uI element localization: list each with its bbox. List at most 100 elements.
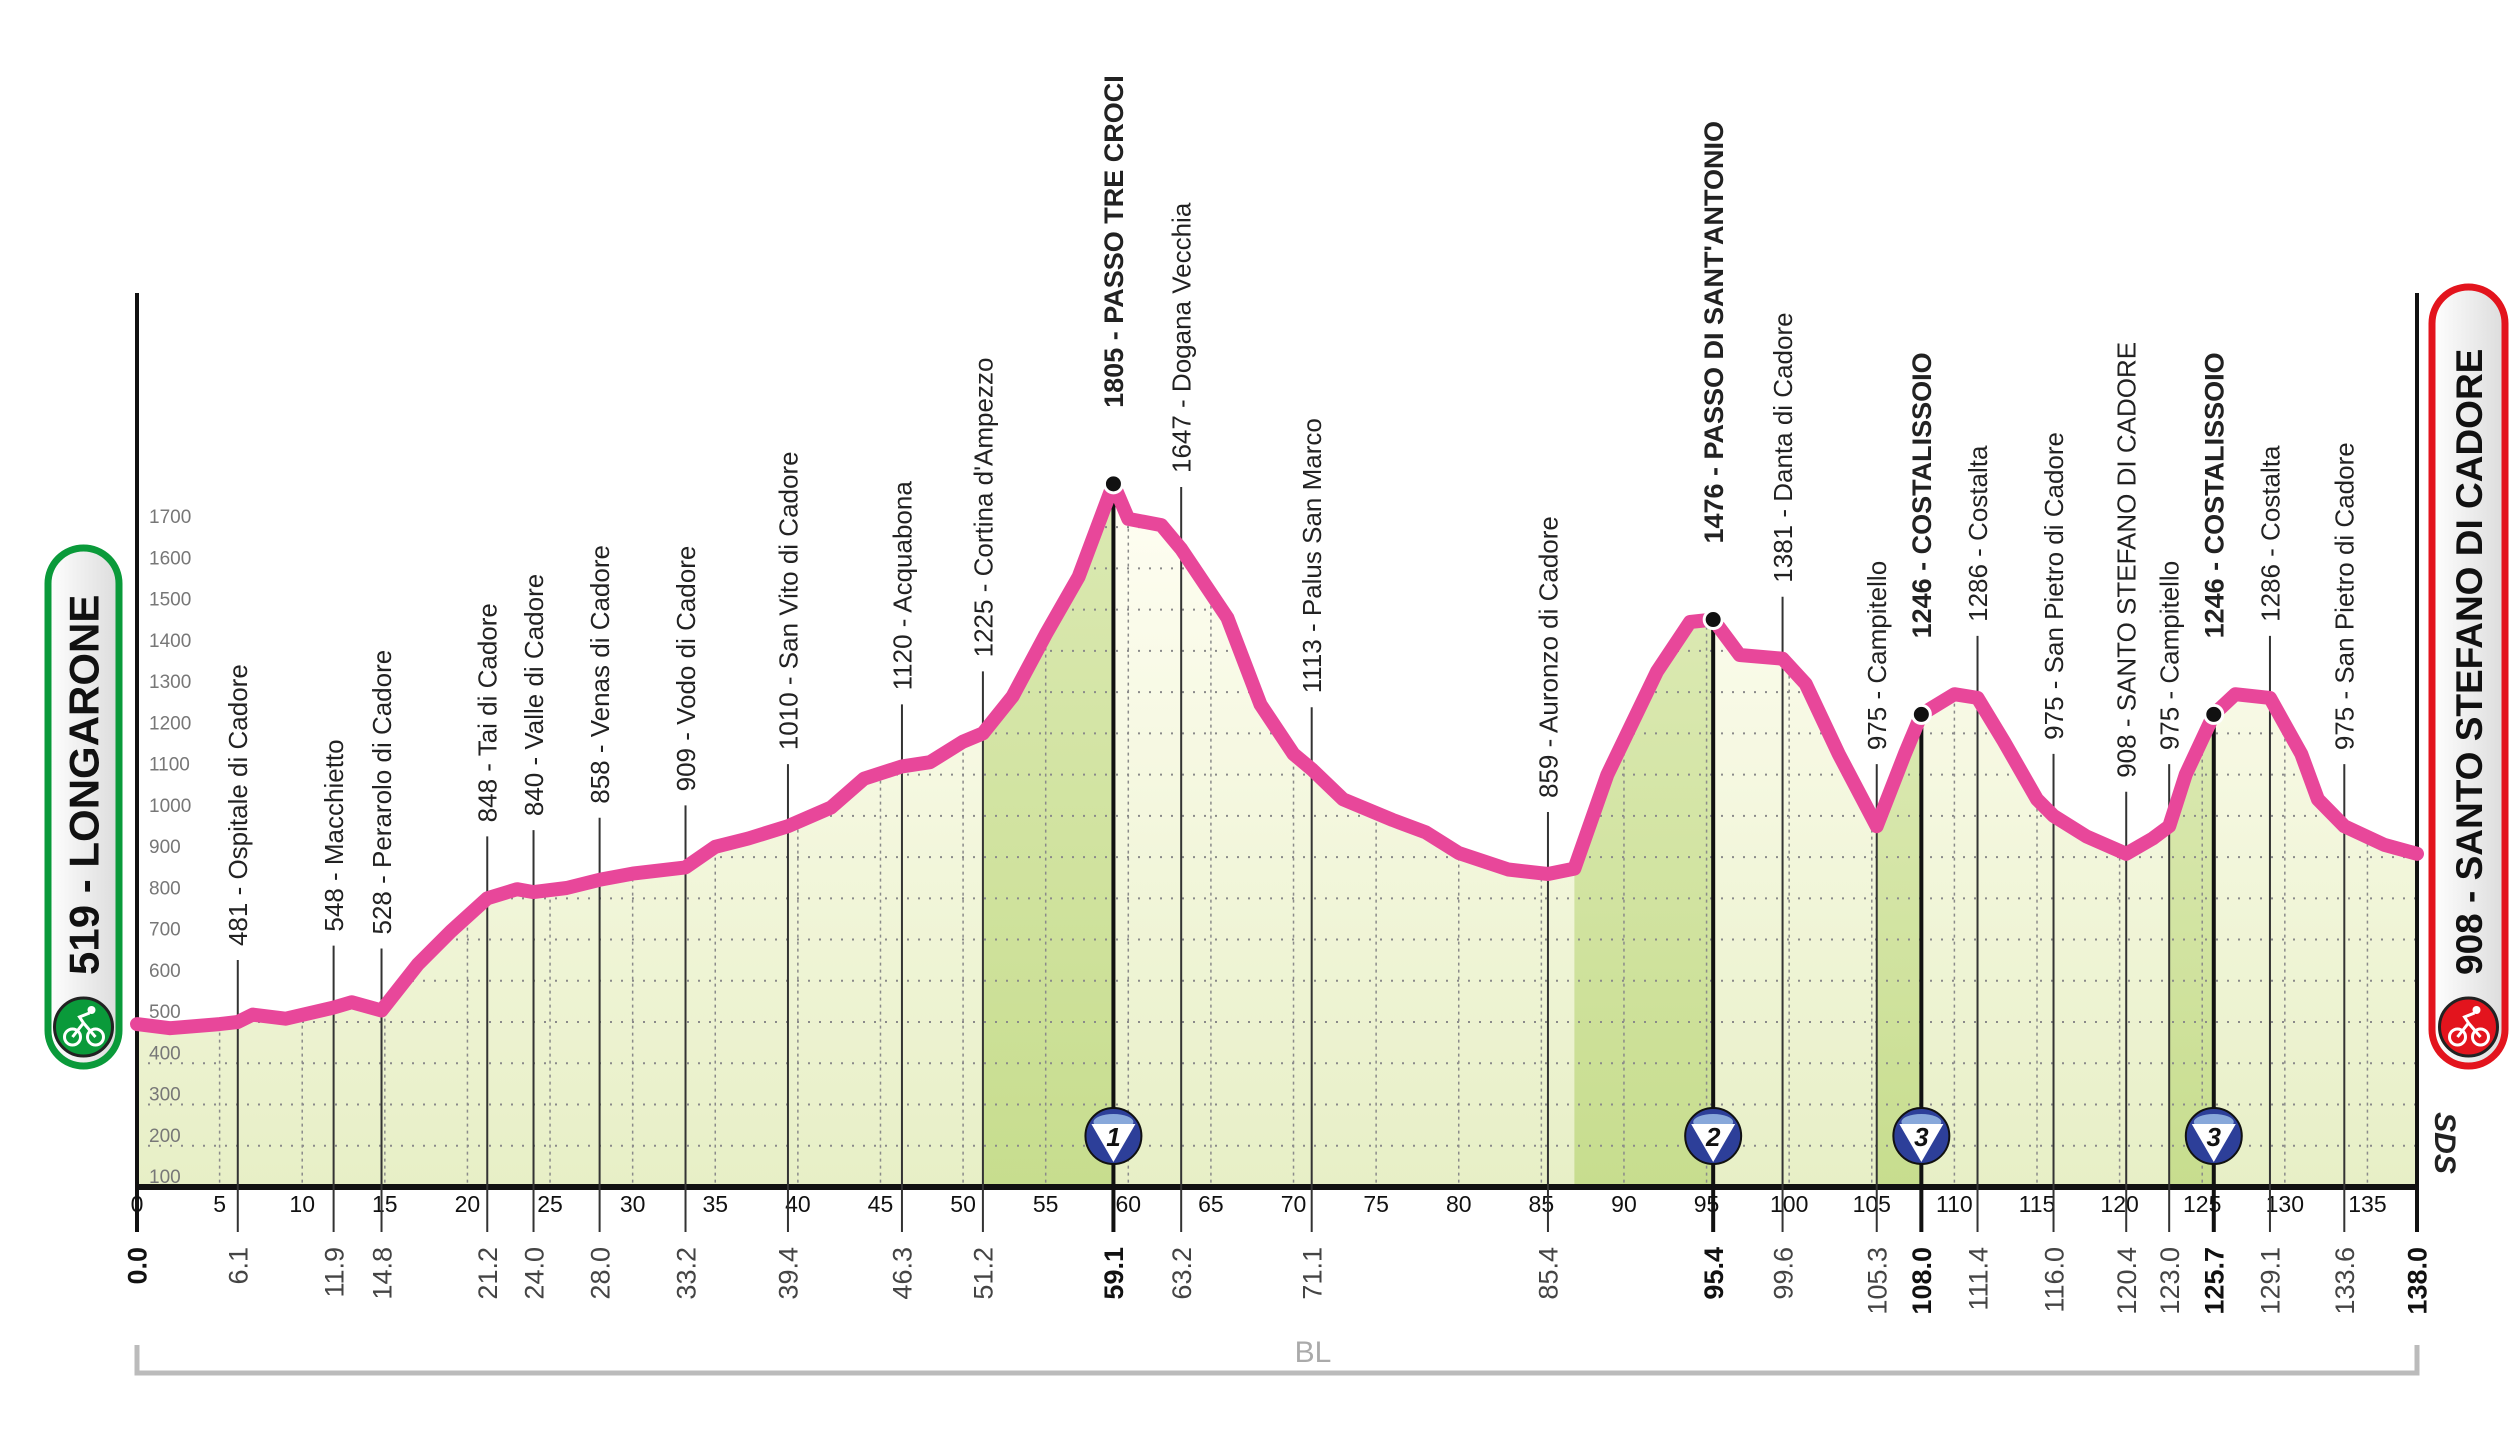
waypoint-label: 859 - Auronzo di Cadore (1533, 516, 1563, 798)
y-tick-label: 1300 (149, 672, 191, 693)
kom-triangle-icon (1899, 1124, 1944, 1162)
x-tick-label: 135 (2348, 1191, 2386, 1217)
kom-category-badge: 3 (2184, 1107, 2243, 1165)
summit-dot (2203, 703, 2225, 725)
waypoint-label: 548 - Macchietto (319, 739, 349, 931)
waypoint-label: 840 - Valle di Cadore (519, 574, 549, 816)
waypoint-label: 1286 - Costalta (2255, 445, 2285, 622)
rider-head (87, 1006, 96, 1014)
climb-area-2 (1574, 619, 1714, 1187)
y-tick-label: 700 (149, 920, 181, 941)
summit-label: 1246 - COSTALISSOIO (2200, 352, 2230, 638)
km-marker-label: 14.8 (367, 1247, 397, 1300)
x-tick-label: 120 (2100, 1191, 2138, 1217)
x-tick-label: 75 (1363, 1191, 1389, 1217)
icon-circle (2438, 996, 2499, 1058)
summit-dot (1910, 703, 1932, 725)
waypoint-label: 481 - Ospitale di Cadore (223, 664, 253, 946)
km-marker-label: 120.4 (2112, 1247, 2142, 1315)
waypoint-label: 975 - San Pietro di Cadore (2039, 432, 2069, 740)
y-tick-label: 1400 (149, 631, 191, 652)
y-tick-label: 1700 (149, 507, 191, 528)
waypoint-label: 1286 - Costalta (1963, 445, 1993, 622)
y-tick-label: 1600 (149, 548, 191, 569)
waypoint-label: 858 - Venas di Cadore (585, 545, 615, 804)
cyclist-finish-icon (2438, 996, 2499, 1058)
icon-circle (53, 996, 114, 1058)
province-label: BL (1295, 1336, 1332, 1369)
km-marker-label: 129.1 (2256, 1247, 2286, 1315)
waypoint-label: 848 - Tai di Cadore (473, 603, 503, 822)
km-marker-label: 138.0 (2403, 1247, 2433, 1315)
y-tick-label: 600 (149, 961, 181, 982)
y-tick-label: 800 (149, 878, 181, 899)
province-bracket (134, 1345, 2420, 1376)
x-tick-label: 10 (289, 1191, 315, 1217)
finish-location-box (2428, 283, 2509, 1070)
kom-category-number: 3 (1914, 1122, 1929, 1152)
climb-area-1 (982, 483, 1114, 1187)
km-marker-label: 116.0 (2039, 1247, 2069, 1313)
y-tick-label: 900 (149, 837, 181, 858)
kom-category-badge: 3 (1892, 1107, 1951, 1165)
x-tick-label: 80 (1446, 1191, 1472, 1217)
x-tick-label: 55 (1033, 1191, 1059, 1217)
frame (2456, 1011, 2482, 1038)
start-location-label: 519 - LONGARONE (61, 595, 108, 975)
waypoint-label: 975 - Campitello (2155, 561, 2185, 750)
summit-label: 1805 - PASSO TRE CROCI (1099, 75, 1129, 408)
km-marker-label: 46.3 (888, 1247, 918, 1300)
wheel (86, 1027, 105, 1047)
waypoint-label: 975 - San Pietro di Cadore (2330, 442, 2360, 750)
x-tick-label: 45 (868, 1191, 894, 1217)
km-marker-label: 63.2 (1167, 1247, 1197, 1300)
km-marker-label: 123.0 (2155, 1247, 2185, 1315)
waypoint-label: 528 - Perarolo di Cadore (367, 650, 397, 935)
x-tick-label: 20 (455, 1191, 481, 1217)
wheel (63, 1027, 82, 1047)
x-tick-label: 25 (537, 1191, 563, 1217)
kom-triangle-icon (2191, 1124, 2236, 1162)
x-tick-label: 50 (950, 1191, 976, 1217)
x-tick-label: 115 (2019, 1191, 2056, 1217)
y-tick-label: 1000 (149, 796, 191, 817)
x-tick-label: 70 (1281, 1191, 1307, 1217)
cyclist-start-icon (53, 996, 114, 1058)
x-tick-label: 60 (1116, 1191, 1142, 1217)
kom-category-number: 1 (1106, 1122, 1120, 1152)
y-tick-label: 300 (149, 1085, 181, 1106)
x-tick-label: 95 (1694, 1191, 1720, 1217)
waypoint-label: 1381 - Danta di Cadore (1768, 312, 1798, 582)
start-location-box (44, 544, 123, 1070)
x-tick-label: 30 (620, 1191, 646, 1217)
waypoint-label: 1113 - Palus San Marco (1297, 418, 1327, 693)
profile-area (137, 483, 2417, 1187)
kom-category-number: 3 (2207, 1122, 2222, 1152)
km-marker-label: 133.6 (2330, 1247, 2360, 1315)
km-marker-label: 6.1 (224, 1247, 254, 1285)
x-tick-label: 90 (1611, 1191, 1637, 1217)
x-tick-label: 85 (1529, 1191, 1555, 1217)
waypoint-label: 975 - Campitello (1862, 561, 1892, 750)
y-tick-label: 500 (149, 1002, 181, 1023)
waypoint-label: 909 - Vodo di Cadore (671, 546, 701, 792)
kom-category-number: 2 (1705, 1122, 1721, 1152)
waypoint-label: 908 - SANTO STEFANO DI CADORE (2112, 342, 2142, 778)
waypoint-label: 1647 - Dogana Vecchia (1167, 202, 1197, 473)
waypoint-label: 1120 - Acquabona (887, 481, 917, 691)
km-marker-label: 85.4 (1534, 1247, 1564, 1300)
waypoint-label: 1225 - Cortina d'Ampezzo (968, 358, 998, 658)
x-tick-label: 105 (1853, 1191, 1891, 1217)
summit-label: 1246 - COSTALISSOIO (1907, 352, 1937, 638)
km-marker-label: 21.2 (473, 1247, 503, 1300)
climb-area-3 (1876, 714, 1922, 1187)
km-marker-label: 39.4 (774, 1247, 804, 1300)
sds-logo: SDS (2428, 1112, 2461, 1174)
y-tick-label: 100 (149, 1167, 181, 1188)
summit-label: 1476 - PASSO DI SANT'ANTONIO (1699, 121, 1729, 544)
km-marker-label: 108.0 (1907, 1247, 1937, 1315)
km-marker-label: 0.0 (123, 1247, 153, 1285)
kom-triangle-icon (1691, 1124, 1736, 1162)
km-marker-label: 111.4 (1963, 1247, 1993, 1311)
